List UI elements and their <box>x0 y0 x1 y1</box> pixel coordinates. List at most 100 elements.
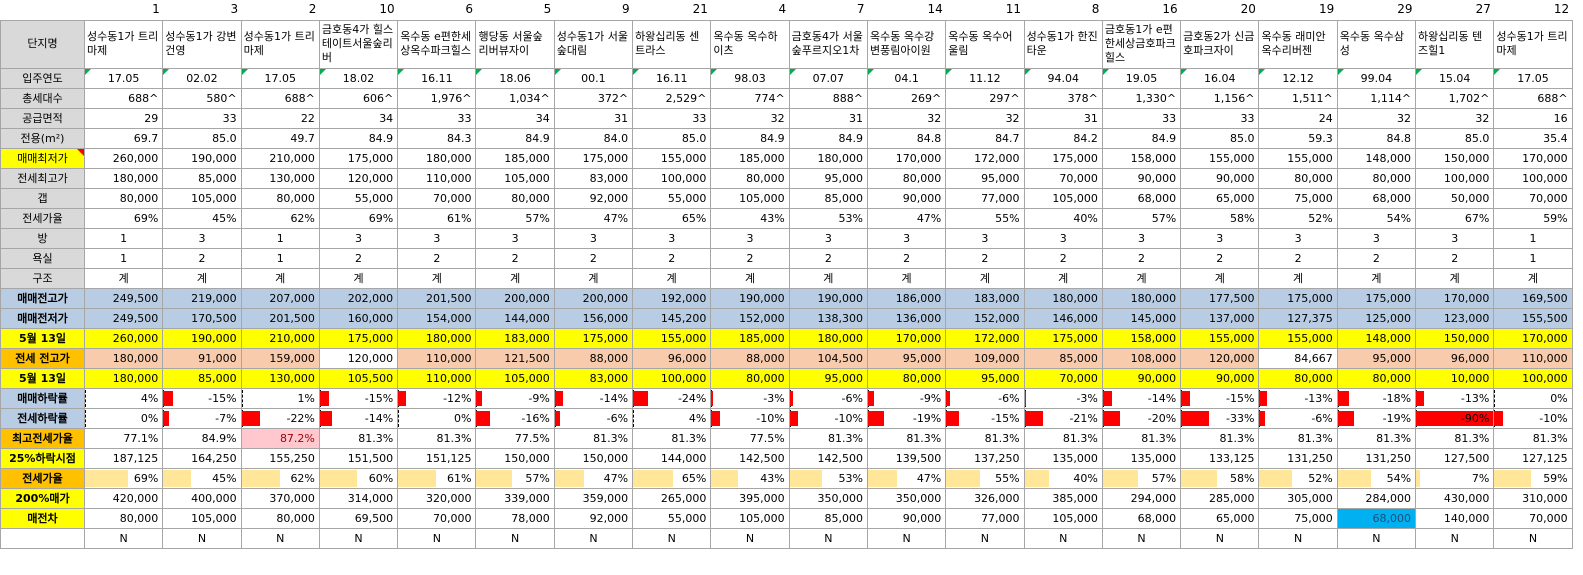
cell-jeonse-drop[interactable]: -6% <box>1258 407 1338 429</box>
cell-sale-drop[interactable]: -12% <box>397 387 477 409</box>
cell-flag[interactable]: N <box>397 527 477 549</box>
cell-drop25[interactable]: 151,500 <box>318 447 399 469</box>
cell-households[interactable]: 269^ <box>866 87 947 109</box>
cell-sale-best[interactable]: 155,000 <box>1258 147 1338 169</box>
cell-may13-b[interactable]: 105,500 <box>318 367 399 389</box>
cell-rooms[interactable]: 3 <box>1415 227 1495 249</box>
complex-name-cell[interactable]: 옥수동 옥수강변풍림아이원 <box>866 19 947 69</box>
cell-households[interactable]: 2,529^ <box>632 87 712 109</box>
cell-households[interactable]: 606^ <box>318 87 399 109</box>
cell-may13-b[interactable]: 80,000 <box>866 367 947 389</box>
cell-jeonse-best[interactable]: 70,000 <box>1023 167 1103 189</box>
cell-exclusive[interactable]: 85.0 <box>162 127 242 149</box>
cell-rooms[interactable]: 3 <box>318 227 399 249</box>
complex-name-cell[interactable]: 하왕십리동 텐즈힐1 <box>1415 19 1495 69</box>
cell-jeonse-prev-high[interactable]: 120,000 <box>1180 347 1260 369</box>
cell-sale-drop[interactable]: -15% <box>162 387 242 409</box>
cell-sale-jeonse-diff[interactable]: 80,000 <box>83 507 164 529</box>
cell-sale-best[interactable]: 180,000 <box>788 147 868 169</box>
cell-supply[interactable]: 32 <box>1415 107 1495 129</box>
cell-flag[interactable]: N <box>162 527 242 549</box>
cell-jeonse-ratio2[interactable]: 59% <box>1493 467 1573 489</box>
cell-may13-b[interactable]: 10,000 <box>1415 367 1495 389</box>
cell-structure[interactable]: 계 <box>1415 267 1495 289</box>
cell-sale-drop[interactable]: 1% <box>240 387 320 409</box>
cell-sale-prev-high[interactable]: 200,000 <box>475 287 555 309</box>
cell-jeonse-ratio[interactable]: 69% <box>318 207 399 229</box>
cell-jeonse-ratio[interactable]: 57% <box>475 207 555 229</box>
cell-may13-a[interactable]: 170,000 <box>866 327 947 349</box>
cell-rooms[interactable]: 1 <box>240 227 320 249</box>
cell-gap[interactable]: 65,000 <box>1180 187 1260 209</box>
cell-supply[interactable]: 31 <box>788 107 868 129</box>
cell-jeonse-drop[interactable]: 0% <box>83 407 164 429</box>
cell-supply[interactable]: 24 <box>1258 107 1338 129</box>
cell-jeonse-ratio[interactable]: 54% <box>1336 207 1417 229</box>
cell-x200[interactable]: 294,000 <box>1101 487 1182 509</box>
cell-gap[interactable]: 55,000 <box>318 187 399 209</box>
cell-sale-best[interactable]: 210,000 <box>240 147 320 169</box>
complex-name-cell[interactable]: 옥수동 옥수삼성 <box>1336 19 1417 69</box>
cell-jeonse-best[interactable]: 83,000 <box>553 167 634 189</box>
cell-jeonse-prev-high[interactable]: 95,000 <box>866 347 947 369</box>
cell-flag[interactable]: N <box>1336 527 1417 549</box>
cell-year[interactable]: 04.1 <box>866 67 947 89</box>
cell-jeonse-drop[interactable]: -10% <box>1493 407 1573 429</box>
cell-jeonse-ratio[interactable]: 69% <box>83 207 164 229</box>
cell-sale-prev-low[interactable]: 127,375 <box>1258 307 1338 329</box>
cell-households[interactable]: 580^ <box>162 87 242 109</box>
cell-jeonse-ratio[interactable]: 67% <box>1415 207 1495 229</box>
cell-jeonse-drop[interactable]: 0% <box>397 407 477 429</box>
cell-flag[interactable]: N <box>788 527 868 549</box>
cell-exclusive[interactable]: 84.3 <box>397 127 477 149</box>
cell-households[interactable]: 372^ <box>553 87 634 109</box>
cell-sale-drop[interactable]: -15% <box>318 387 399 409</box>
cell-may13-a[interactable]: 155,000 <box>1180 327 1260 349</box>
cell-may13-a[interactable]: 158,000 <box>1101 327 1182 349</box>
cell-may13-a[interactable]: 180,000 <box>788 327 868 349</box>
cell-jeonse-drop[interactable]: -20% <box>1101 407 1182 429</box>
cell-supply[interactable]: 33 <box>397 107 477 129</box>
cell-households[interactable]: 688^ <box>1493 87 1573 109</box>
cell-may13-b[interactable]: 95,000 <box>788 367 868 389</box>
cell-jeonse-ratio2[interactable]: 58% <box>1180 467 1260 489</box>
cell-sale-prev-low[interactable]: 249,500 <box>83 307 164 329</box>
cell-sale-prev-low[interactable]: 125,000 <box>1336 307 1417 329</box>
cell-households[interactable]: 297^ <box>945 87 1025 109</box>
cell-may13-a[interactable]: 148,000 <box>1336 327 1417 349</box>
cell-jeonse-prev-high[interactable]: 120,000 <box>318 347 399 369</box>
cell-structure[interactable]: 계 <box>1258 267 1338 289</box>
cell-baths[interactable]: 2 <box>1258 247 1338 269</box>
cell-drop25[interactable]: 150,000 <box>553 447 634 469</box>
cell-drop25[interactable]: 133,125 <box>1180 447 1260 469</box>
cell-sale-drop[interactable]: -6% <box>788 387 868 409</box>
cell-flag[interactable]: N <box>318 527 399 549</box>
cell-sale-jeonse-diff[interactable]: 105,000 <box>1023 507 1103 529</box>
cell-jeonse-best[interactable]: 105,000 <box>475 167 555 189</box>
cell-supply[interactable]: 29 <box>83 107 164 129</box>
cell-supply[interactable]: 34 <box>475 107 555 129</box>
cell-sale-drop[interactable]: -13% <box>1258 387 1338 409</box>
cell-jeonse-drop[interactable]: -21% <box>1023 407 1103 429</box>
cell-max-jeonse-ratio[interactable]: 81.3% <box>1336 427 1417 449</box>
cell-sale-jeonse-diff[interactable]: 70,000 <box>397 507 477 529</box>
cell-exclusive[interactable]: 84.7 <box>945 127 1025 149</box>
cell-jeonse-best[interactable]: 90,000 <box>1101 167 1182 189</box>
cell-flag[interactable]: N <box>1101 527 1182 549</box>
cell-gap[interactable]: 105,000 <box>1023 187 1103 209</box>
cell-max-jeonse-ratio[interactable]: 81.3% <box>1415 427 1495 449</box>
cell-structure[interactable]: 계 <box>788 267 868 289</box>
cell-x200[interactable]: 395,000 <box>710 487 790 509</box>
cell-may13-b[interactable]: 90,000 <box>1101 367 1182 389</box>
cell-supply[interactable]: 33 <box>632 107 712 129</box>
cell-x200[interactable]: 350,000 <box>788 487 868 509</box>
cell-rooms[interactable]: 3 <box>1023 227 1103 249</box>
cell-jeonse-ratio[interactable]: 45% <box>162 207 242 229</box>
cell-jeonse-prev-high[interactable]: 180,000 <box>83 347 164 369</box>
cell-exclusive[interactable]: 84.0 <box>553 127 634 149</box>
cell-households[interactable]: 1,511^ <box>1258 87 1338 109</box>
cell-jeonse-drop[interactable]: -7% <box>162 407 242 429</box>
cell-sale-drop[interactable]: -6% <box>945 387 1025 409</box>
cell-flag[interactable]: N <box>553 527 634 549</box>
cell-structure[interactable]: 계 <box>83 267 164 289</box>
